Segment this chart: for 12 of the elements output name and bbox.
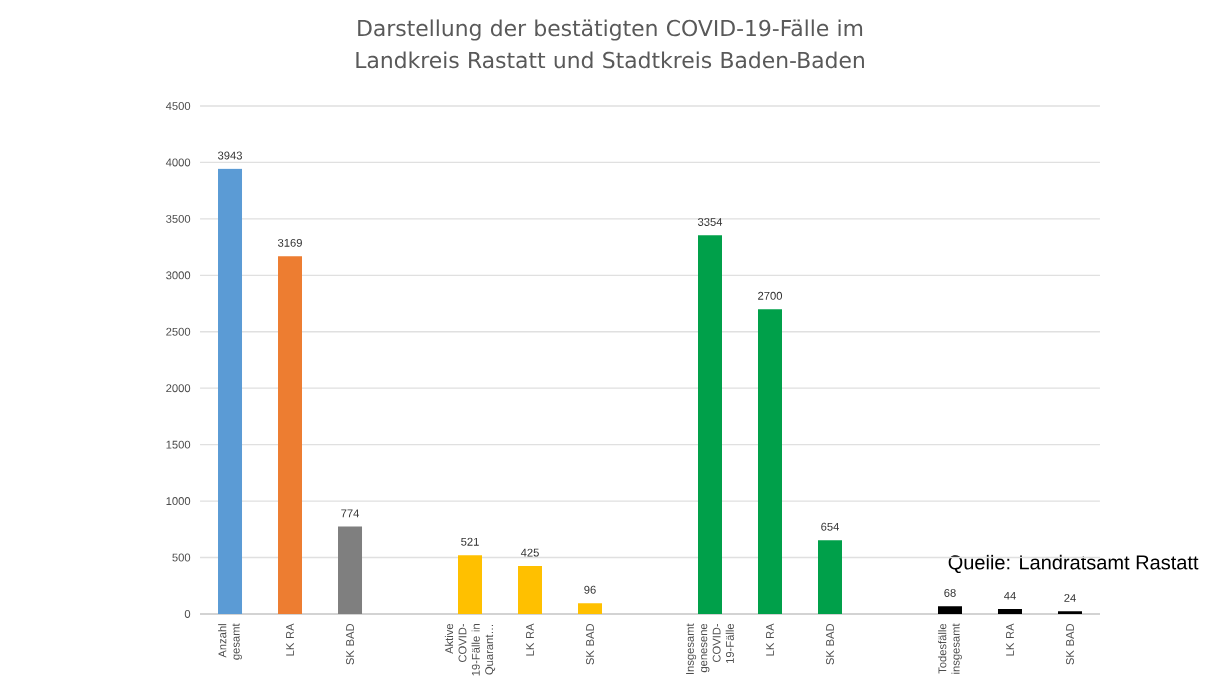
- bar: [278, 256, 303, 614]
- annotation: Quelle: Landratsamt Rastatt: [948, 554, 1199, 574]
- bar: [218, 168, 243, 614]
- bar: [938, 606, 962, 614]
- bar: [758, 309, 782, 614]
- bar: [698, 235, 722, 614]
- bar: [338, 526, 363, 614]
- bar: [578, 603, 602, 614]
- bar: [518, 565, 542, 614]
- chart-title: Darstellung der bestätigten COVID-19-Fälle im Landkreis Rastatt und Stadtkreis Baden-Baden: [356, 19, 864, 69]
- bar: [458, 555, 483, 614]
- bar: [818, 540, 842, 614]
